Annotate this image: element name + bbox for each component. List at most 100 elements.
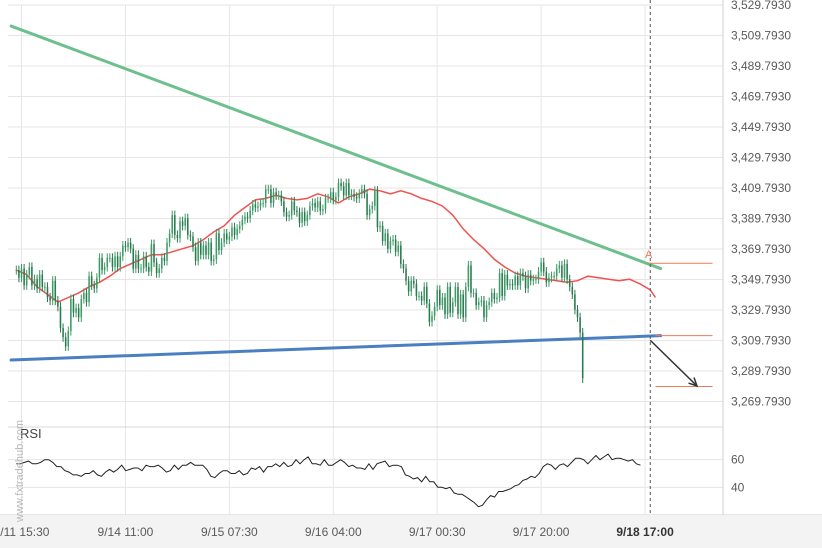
candle-body	[503, 274, 506, 296]
candle-body	[70, 299, 72, 332]
candle-body	[332, 192, 335, 200]
candle-body	[150, 244, 153, 272]
candle-body	[394, 239, 397, 252]
candle-body	[581, 332, 584, 379]
candle-body	[51, 280, 54, 301]
candle-body	[374, 190, 376, 207]
candle-body	[355, 196, 358, 199]
y-tick-label: 3,449.7930	[731, 120, 791, 134]
candle-body	[303, 212, 306, 222]
candle-body	[516, 276, 519, 286]
support-trendline	[9, 334, 663, 362]
candle-body	[467, 265, 470, 287]
candle-body	[119, 256, 122, 268]
candle-body	[415, 283, 418, 296]
candle-body	[329, 192, 332, 199]
candle-body	[511, 283, 514, 286]
candle-body	[137, 254, 140, 269]
candle-body	[225, 233, 228, 240]
candle-body	[477, 302, 480, 306]
candle-body	[254, 204, 257, 208]
candle-body	[472, 292, 475, 294]
candle-body	[522, 273, 524, 277]
candle-body	[223, 233, 225, 243]
candle-body	[122, 245, 124, 257]
y-tick-label: 3,369.7930	[731, 242, 791, 256]
x-axis-band	[0, 515, 822, 548]
candle-body	[93, 285, 96, 289]
candle-body	[439, 289, 441, 306]
candle-body	[498, 273, 501, 298]
candle-body	[36, 279, 38, 289]
candle-body	[135, 254, 137, 269]
candle-body	[506, 274, 509, 286]
candle-body	[535, 279, 537, 281]
candle-body	[231, 227, 233, 237]
y-tick-label: 3,329.7930	[731, 303, 791, 317]
projection-arrow-shaft	[649, 339, 698, 387]
x-tick-label: 9/15 07:30	[201, 525, 258, 539]
overlays: A	[645, 0, 713, 515]
y-tick-label: 3,389.7930	[731, 212, 791, 226]
candle-body	[426, 286, 428, 304]
candle-body	[566, 263, 568, 280]
candle-body	[548, 277, 550, 283]
candle-body	[285, 212, 288, 217]
candle-body	[38, 274, 41, 289]
candle-body	[327, 198, 329, 200]
rsi-series-line	[16, 453, 641, 508]
candle-body	[384, 233, 387, 242]
rsi-y-tick-label: 60	[731, 453, 745, 467]
candle-body	[376, 190, 379, 228]
candle-body	[246, 216, 249, 219]
candle-body	[446, 286, 449, 315]
candle-body	[496, 297, 498, 300]
candle-body	[368, 209, 371, 216]
candle-body	[83, 292, 85, 300]
candle-body	[400, 245, 402, 264]
candle-body	[54, 280, 57, 301]
candle-body	[379, 225, 381, 228]
candle-body	[501, 273, 503, 296]
candle-body	[392, 239, 394, 242]
candle-body	[106, 257, 109, 268]
candle-body	[431, 315, 433, 322]
candle-body	[28, 267, 31, 275]
resistance-trendline	[9, 24, 663, 271]
x-tick-label: 9/18 17:00	[616, 525, 674, 539]
candle-body	[15, 270, 18, 272]
candle-body	[405, 268, 407, 281]
candle-body	[158, 268, 160, 274]
candle-body	[524, 276, 527, 289]
candle-body	[457, 286, 459, 315]
candle-body	[428, 303, 431, 322]
candle-body	[470, 265, 472, 293]
moving-average-line	[16, 188, 657, 303]
candle-body	[181, 221, 184, 226]
candle-body	[194, 247, 197, 261]
candle-body	[301, 212, 303, 223]
candle-body	[293, 201, 296, 211]
y-tick-label: 3,309.7930	[731, 334, 791, 348]
candle-body	[319, 201, 322, 211]
candle-body	[62, 328, 64, 338]
candle-body	[179, 221, 181, 239]
candle-body	[345, 183, 348, 196]
candle-body	[418, 295, 420, 297]
candle-body	[465, 286, 467, 318]
candle-body	[127, 242, 129, 248]
candle-body	[366, 193, 368, 216]
candle-body	[116, 256, 119, 268]
candle-body	[462, 294, 464, 318]
candle-body	[155, 262, 158, 274]
rsi-panel-title: RSI	[20, 426, 42, 441]
candle-body	[441, 297, 444, 306]
candle-body	[449, 286, 451, 313]
candle-body	[574, 294, 576, 310]
candle-body	[454, 286, 457, 303]
x-axis-labels: 9/11 15:30 9/14 11:00 9/15 07:30 9/16 04:00…	[0, 525, 674, 539]
candle-body	[244, 216, 246, 220]
x-tick-label: 9/17 00:30	[409, 525, 466, 539]
